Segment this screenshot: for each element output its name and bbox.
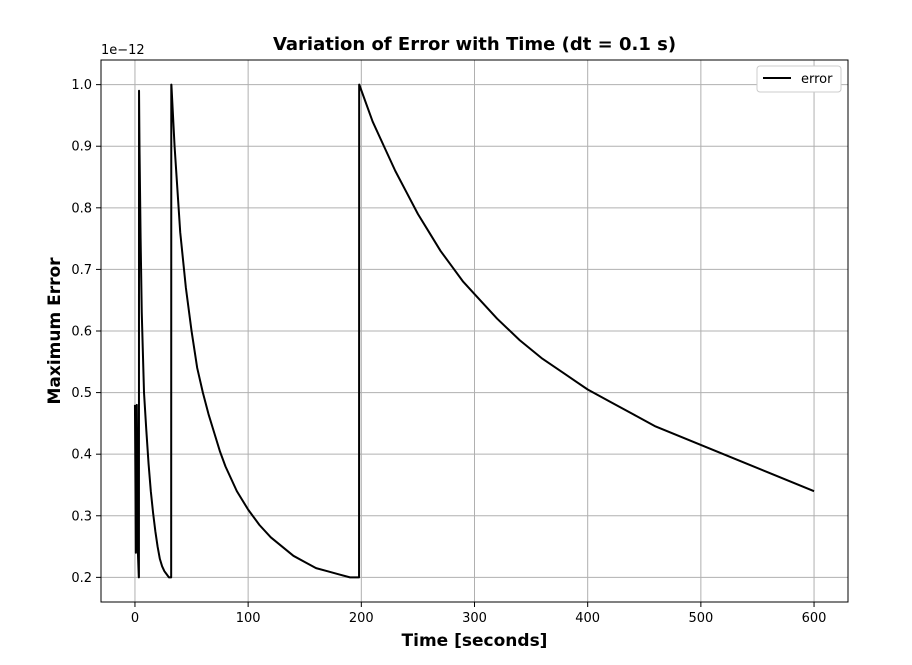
x-tick-label: 400 [575, 611, 600, 626]
y-tick-label: 0.5 [71, 386, 92, 401]
x-tick-label: 0 [131, 611, 139, 626]
y-offset-label: 1e−12 [101, 43, 145, 58]
legend-label-error: error [801, 72, 833, 87]
y-tick-label: 0.7 [71, 263, 92, 278]
legend-box [756, 65, 842, 93]
x-axis-label: Time [seconds] [402, 631, 548, 651]
chart-title: Variation of Error with Time (dt = 0.1 s… [273, 34, 676, 55]
x-tick-label: 500 [688, 611, 713, 626]
x-tick-label: 600 [802, 611, 827, 626]
series-layer [133, 83, 815, 579]
grid [101, 60, 848, 602]
y-tick-label: 1.0 [71, 78, 92, 93]
y-tick-label: 0.8 [71, 201, 92, 216]
axis-ticks: 0 100 200 300 400 500 600 0.2 0.3 0.4 0.5 0.6 0.7 0.8… [71, 78, 826, 626]
legend: error [756, 65, 842, 93]
y-tick-label: 0.2 [71, 571, 92, 586]
y-tick-label: 0.9 [71, 140, 92, 155]
y-tick-label: 0.3 [71, 509, 92, 524]
plot-frame [100, 59, 849, 603]
y-tick-label: 0.4 [71, 448, 92, 463]
x-tick-label: 200 [349, 611, 374, 626]
y-axis-label: Maximum Error [45, 257, 65, 405]
x-tick-label: 300 [462, 611, 487, 626]
x-tick-label: 100 [236, 611, 261, 626]
series-line-error [133, 83, 815, 579]
y-tick-label: 0.6 [71, 325, 92, 340]
